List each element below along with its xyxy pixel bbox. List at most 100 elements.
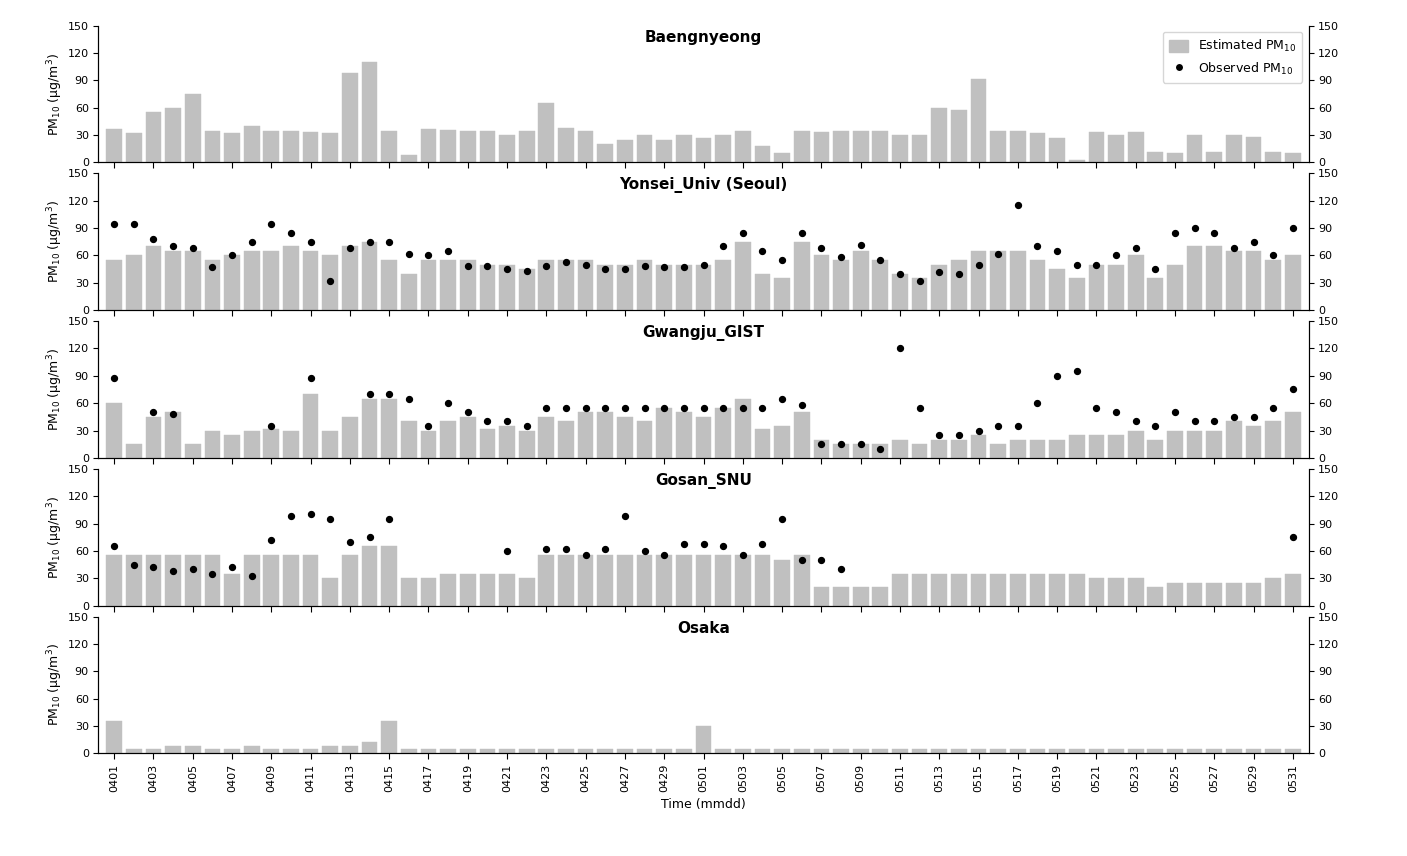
Bar [1030, 440, 1045, 458]
Bar [754, 749, 770, 753]
Bar [637, 260, 653, 310]
Bar [165, 251, 182, 310]
Point [1262, 401, 1285, 414]
Point [653, 260, 675, 274]
Bar [734, 241, 751, 310]
Bar [1166, 265, 1183, 310]
Bar [263, 556, 279, 605]
Bar [991, 749, 1006, 753]
Bar [303, 749, 318, 753]
Bar [991, 130, 1006, 163]
Bar [656, 556, 673, 605]
Bar [833, 260, 848, 310]
Bar [1069, 574, 1085, 605]
Bar [1245, 251, 1261, 310]
Bar [872, 260, 888, 310]
Bar [675, 749, 692, 753]
Point [1282, 383, 1304, 396]
Point [456, 406, 478, 419]
Bar [618, 749, 633, 753]
Bar [618, 140, 633, 163]
Point [359, 387, 381, 401]
Bar [872, 749, 888, 753]
Bar [440, 749, 456, 753]
Point [182, 562, 204, 576]
Point [712, 539, 734, 553]
Bar [499, 265, 515, 310]
Point [870, 253, 892, 267]
Bar [224, 255, 241, 310]
Point [495, 262, 518, 276]
Bar [734, 130, 751, 163]
Bar [872, 444, 888, 458]
Bar [853, 587, 868, 605]
Bar [342, 247, 357, 310]
Point [260, 533, 283, 547]
Bar [165, 556, 182, 605]
Point [850, 238, 872, 252]
Point [850, 437, 872, 451]
Point [771, 512, 794, 526]
Bar [715, 407, 732, 458]
Y-axis label: PM$_{10}$ (μg/m$^3$): PM$_{10}$ (μg/m$^3$) [45, 348, 65, 431]
Bar [971, 435, 986, 458]
Bar [440, 129, 456, 163]
Bar [224, 574, 241, 605]
Point [889, 342, 912, 355]
Bar [381, 130, 397, 163]
Bar [578, 130, 594, 163]
Point [947, 428, 969, 442]
Point [1144, 262, 1166, 276]
Bar [184, 556, 201, 605]
Bar [401, 155, 416, 163]
Point [1282, 531, 1304, 544]
Bar [322, 134, 338, 163]
Bar [1186, 135, 1203, 163]
Bar [127, 134, 142, 163]
Point [260, 217, 283, 230]
Bar [146, 112, 162, 163]
Bar [1089, 435, 1104, 458]
Bar [715, 556, 732, 605]
Text: Baengnyeong: Baengnyeong [644, 30, 763, 45]
Bar [912, 574, 927, 605]
Bar [695, 417, 712, 458]
Bar [107, 260, 122, 310]
Bar [951, 110, 967, 163]
Bar [1166, 583, 1183, 605]
Bar [1010, 130, 1026, 163]
Bar [421, 431, 436, 458]
Bar [991, 444, 1006, 458]
Bar [1010, 574, 1026, 605]
Point [594, 262, 616, 276]
Bar [204, 556, 221, 605]
Point [241, 569, 263, 583]
Bar [971, 574, 986, 605]
Bar [184, 444, 201, 458]
Bar [263, 130, 279, 163]
Bar [499, 426, 515, 458]
Bar [303, 394, 318, 458]
Bar [853, 749, 868, 753]
Bar [1148, 278, 1164, 310]
Bar [1128, 578, 1144, 605]
Bar [1050, 269, 1065, 310]
Bar [1069, 160, 1085, 163]
Point [791, 226, 813, 240]
Bar [578, 413, 594, 458]
Bar [675, 556, 692, 605]
Bar [243, 251, 259, 310]
Point [1124, 241, 1147, 255]
Bar [381, 546, 397, 605]
Bar [675, 413, 692, 458]
Bar [204, 130, 221, 163]
Bar [1148, 152, 1164, 163]
Point [830, 251, 853, 265]
Bar [1030, 574, 1045, 605]
Bar [618, 556, 633, 605]
Point [535, 401, 557, 414]
Bar [440, 260, 456, 310]
Point [162, 407, 184, 421]
Bar [1265, 578, 1280, 605]
Point [535, 542, 557, 556]
